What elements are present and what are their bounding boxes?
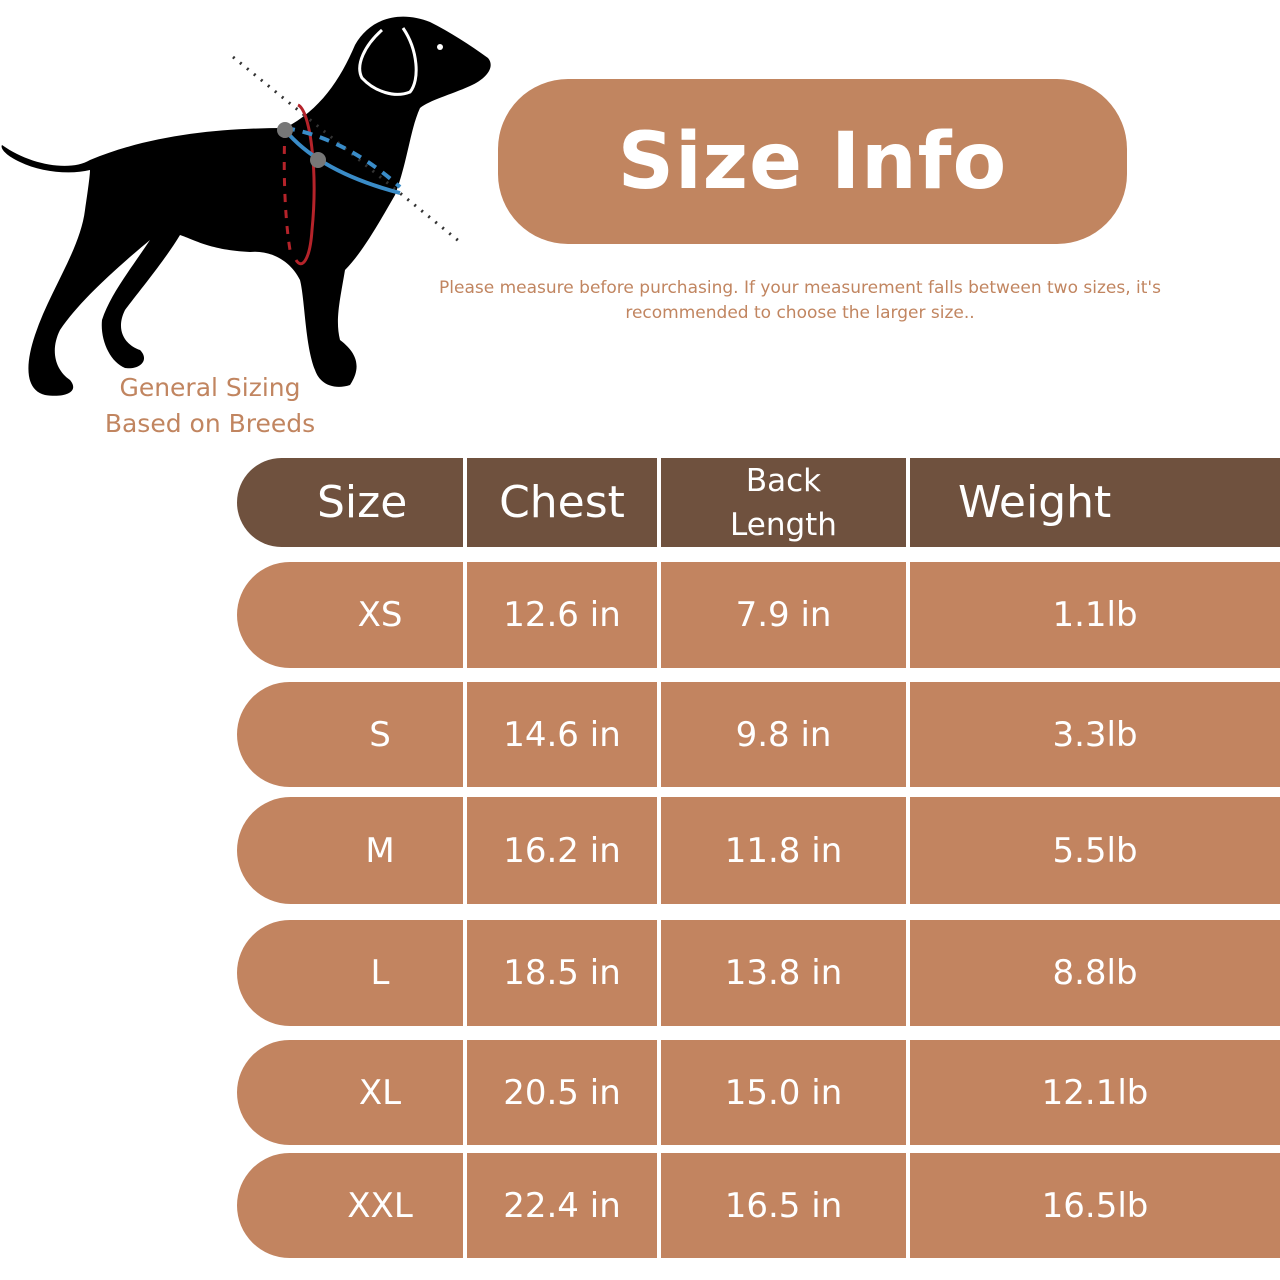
measure-point bbox=[277, 122, 293, 138]
cell-back-length: 15.0 in bbox=[661, 1040, 906, 1145]
cell-chest: 12.6 in bbox=[467, 562, 657, 668]
cell-weight: 16.5lb bbox=[910, 1153, 1280, 1258]
breed-caption-line: General Sizing bbox=[119, 373, 301, 402]
cell-chest: 20.5 in bbox=[467, 1040, 657, 1145]
table-row: XXL 22.4 in 16.5 in 16.5lb bbox=[237, 1153, 1280, 1258]
breed-caption: General Sizing Based on Breeds bbox=[70, 370, 350, 442]
cell-size: XL bbox=[237, 1040, 463, 1145]
table-row: XL 20.5 in 15.0 in 12.1lb bbox=[237, 1040, 1280, 1145]
table-row: L 18.5 in 13.8 in 8.8lb bbox=[237, 920, 1280, 1026]
cell-back-length: 11.8 in bbox=[661, 797, 906, 904]
cell-chest: 22.4 in bbox=[467, 1153, 657, 1258]
cell-chest: 16.2 in bbox=[467, 797, 657, 904]
table-row: S 14.6 in 9.8 in 3.3lb bbox=[237, 682, 1280, 787]
table-row: M 16.2 in 11.8 in 5.5lb bbox=[237, 797, 1280, 904]
header-weight: Weight bbox=[910, 458, 1280, 547]
measure-note: Please measure before purchasing. If you… bbox=[439, 278, 1161, 323]
cell-size: L bbox=[237, 920, 463, 1026]
cell-weight: 1.1lb bbox=[910, 562, 1280, 668]
cell-back-length: 13.8 in bbox=[661, 920, 906, 1026]
cell-size: S bbox=[237, 682, 463, 787]
measure-point bbox=[310, 152, 326, 168]
cell-weight: 12.1lb bbox=[910, 1040, 1280, 1145]
cell-weight: 8.8lb bbox=[910, 920, 1280, 1026]
dog-silhouette bbox=[1, 16, 491, 396]
cell-chest: 18.5 in bbox=[467, 920, 657, 1026]
header-chest: Chest bbox=[467, 458, 657, 547]
table-row: XS 12.6 in 7.9 in 1.1lb bbox=[237, 562, 1280, 668]
cell-chest: 14.6 in bbox=[467, 682, 657, 787]
cell-size: M bbox=[237, 797, 463, 904]
header-size: Size bbox=[237, 458, 463, 547]
cell-weight: 5.5lb bbox=[910, 797, 1280, 904]
cell-size: XS bbox=[237, 562, 463, 668]
ear-outline bbox=[358, 27, 418, 96]
cell-back-length: 7.9 in bbox=[661, 562, 906, 668]
table-header: Size Chest Back Length Weight bbox=[237, 458, 1280, 547]
dog-measurement-illustration bbox=[1, 16, 491, 396]
eye bbox=[437, 44, 443, 50]
header-back-length: Back Length bbox=[661, 458, 906, 547]
dotted-guide-line bbox=[232, 55, 461, 244]
neck-measure-line bbox=[283, 128, 401, 195]
cell-back-length: 16.5 in bbox=[661, 1153, 906, 1258]
cell-weight: 3.3lb bbox=[910, 682, 1280, 787]
breed-caption-line: Based on Breeds bbox=[104, 409, 316, 438]
chest-measure-line bbox=[294, 103, 316, 266]
cell-size: XXL bbox=[237, 1153, 463, 1258]
neck-measure-dashed bbox=[284, 126, 402, 189]
page-title: Size Info bbox=[617, 116, 1008, 207]
cell-back-length: 9.8 in bbox=[661, 682, 906, 787]
title-banner: Size Info bbox=[498, 79, 1127, 244]
